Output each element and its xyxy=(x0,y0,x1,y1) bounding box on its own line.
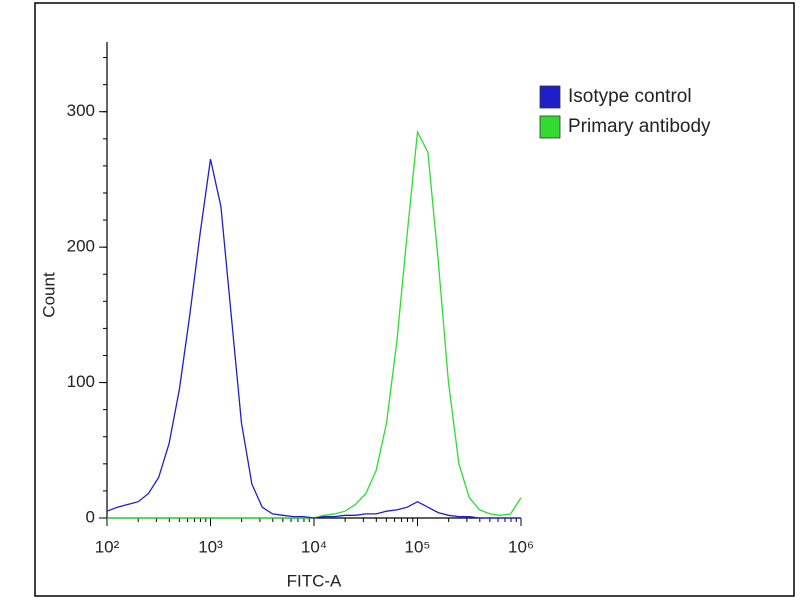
legend-label: Isotype control xyxy=(568,86,692,107)
y-tick-label: 200 xyxy=(67,237,95,256)
x-tick-label: 10⁶ xyxy=(508,537,534,556)
series-line xyxy=(106,158,521,519)
x-axis-label: FITC-A xyxy=(287,571,342,590)
y-tick-label: 100 xyxy=(67,372,95,391)
y-axis-label: Count xyxy=(39,272,58,318)
legend-swatch xyxy=(539,115,561,139)
frame xyxy=(34,2,795,597)
axes xyxy=(106,42,521,519)
x-tick-label: 10³ xyxy=(198,537,223,556)
x-tick-label: 10⁵ xyxy=(405,537,431,556)
legend-swatch xyxy=(539,85,561,109)
legend-label: Primary antibody xyxy=(568,116,711,137)
y-tick-label: 300 xyxy=(67,101,95,120)
x-tick-label: 10² xyxy=(95,537,120,556)
x-tick-label: 10⁴ xyxy=(301,537,327,556)
y-tick-label: 0 xyxy=(86,507,95,526)
series-line xyxy=(107,129,522,519)
